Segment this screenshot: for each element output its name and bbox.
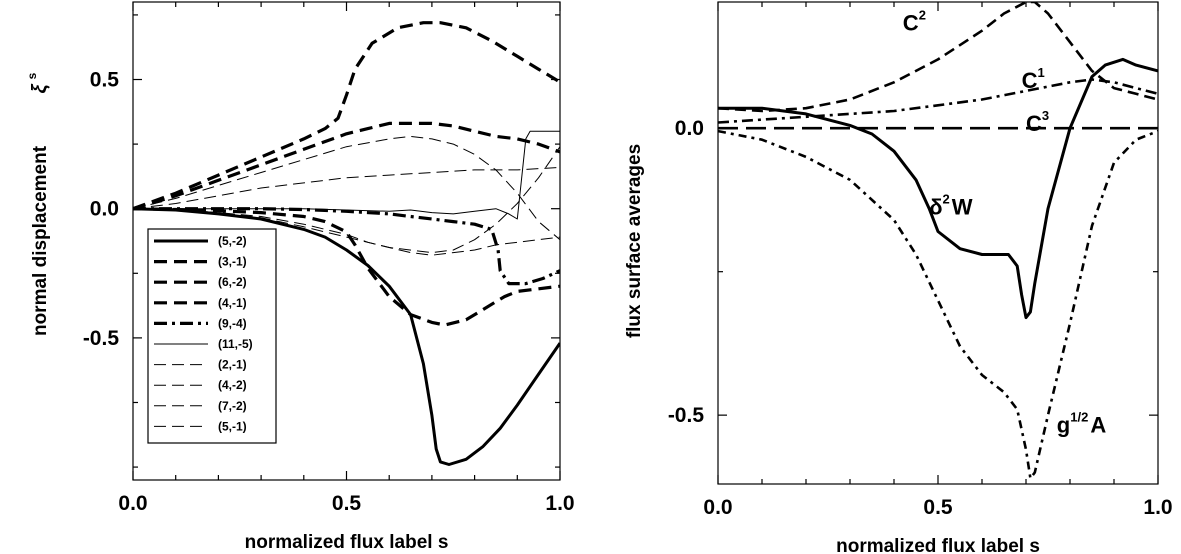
legend-entry: (7,-2)	[218, 399, 247, 413]
y-axis-label: normal displacement	[30, 145, 51, 336]
series-group	[718, 2, 1158, 480]
left-chart: 0.0 0.5 1.0 -0.5 0.0 0.5 normalized flux label…	[25, 1, 575, 553]
curve-label-base: g	[1057, 412, 1070, 437]
curve-label-base: C	[1022, 68, 1038, 93]
y-axis-symbol: ξ	[29, 84, 51, 94]
curve-label-tail: A	[1090, 412, 1106, 437]
series-line	[133, 207, 560, 327]
x-tick-label: 0.0	[703, 496, 732, 519]
series-group	[133, 21, 560, 466]
right-chart: 0.0 0.5 1.0 -0.5 0.0 normalized flux label s f…	[624, 1, 1173, 554]
legend-entry: (4,-2)	[218, 378, 247, 392]
series-line	[718, 2, 1158, 113]
series-line	[133, 208, 560, 256]
series-line	[133, 135, 560, 241]
curve-label: δ2W	[929, 191, 973, 219]
series-line	[133, 21, 560, 211]
legend-entry: (4,-1)	[218, 296, 247, 310]
y-tick-label: 0.5	[90, 69, 120, 92]
curve-label-superscript: 1	[1037, 65, 1044, 80]
y-tick-label: -0.5	[668, 404, 705, 427]
curve-label: g1/2A	[1057, 409, 1107, 437]
legend-entry: (11,-5)	[218, 337, 253, 351]
legend-entry: (5,-2)	[218, 234, 247, 248]
legend-entry: (2,-1)	[218, 358, 247, 372]
curve-label-base: C	[903, 11, 919, 36]
curve-label: C1	[1022, 65, 1045, 93]
x-tick-label: 0.5	[923, 496, 953, 519]
x-tick-label: 0.5	[332, 492, 362, 515]
x-axis-label: normalized flux label s	[836, 536, 1040, 554]
series-line	[718, 57, 1158, 320]
y-axis-symbol-superscript: s	[25, 72, 39, 79]
legend-entry: (6,-2)	[218, 275, 247, 289]
curve-label-superscript: 2	[919, 8, 926, 23]
legend: (5,-2) (3,-1) (6,-2) (4,-1) (9,-4) (11,-5) (2,…	[147, 228, 277, 444]
x-tick-label: 1.0	[545, 492, 574, 515]
legend-entry: (9,-4)	[218, 316, 247, 330]
series-line	[133, 207, 560, 286]
x-tick-label: 1.0	[1143, 496, 1172, 519]
legend-box	[147, 228, 277, 444]
curve-label-superscript: 2	[943, 191, 950, 206]
series-line	[718, 129, 1158, 480]
curve-label-tail: W	[952, 194, 973, 219]
curve-label-superscript: 3	[1042, 108, 1049, 123]
series-line	[133, 130, 560, 220]
curve-label: C3	[1026, 108, 1049, 136]
series-line	[133, 146, 560, 254]
curve-label: C2	[903, 8, 926, 36]
x-tick-label: 0.0	[118, 492, 147, 515]
y-tick-label: 0.0	[90, 198, 119, 221]
curve-label-superscript: 1/2	[1070, 409, 1088, 424]
y-axis-label: flux surface averages	[624, 144, 645, 338]
series-line	[133, 207, 560, 466]
y-tick-label: 0.0	[675, 117, 704, 140]
series-line	[133, 121, 560, 211]
x-axis-label: normalized flux label s	[245, 532, 449, 553]
legend-entry: (5,-1)	[218, 419, 247, 433]
series-line	[718, 78, 1158, 124]
curve-label-base: C	[1026, 111, 1042, 136]
y-tick-label: -0.5	[83, 327, 120, 350]
curve-label-base: δ	[929, 194, 942, 219]
legend-entry: (3,-1)	[218, 255, 247, 269]
